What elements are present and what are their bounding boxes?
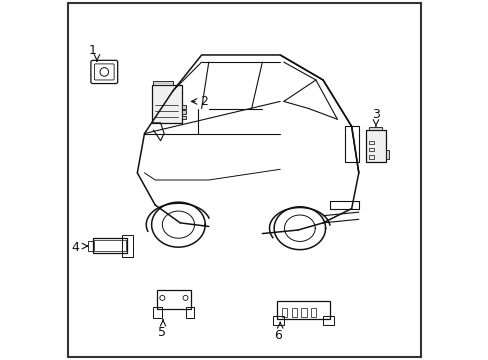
Bar (272, 316, 283, 325)
Bar (276, 301, 329, 319)
Text: 6: 6 (274, 329, 282, 342)
Text: 1: 1 (88, 44, 97, 57)
Bar (93, 238, 126, 253)
Bar (310, 308, 316, 317)
Bar (182, 116, 186, 119)
Bar (323, 316, 333, 325)
Bar (368, 155, 373, 158)
Bar (153, 81, 173, 85)
Bar (385, 150, 388, 158)
Bar (88, 242, 93, 251)
Bar (368, 141, 373, 144)
Bar (365, 130, 385, 162)
Bar (153, 307, 162, 318)
Bar (157, 290, 190, 309)
Bar (282, 308, 287, 317)
Text: 5: 5 (158, 326, 166, 339)
Text: 3: 3 (371, 108, 379, 121)
Bar (301, 308, 306, 317)
Bar (151, 85, 182, 123)
Bar (122, 235, 133, 257)
Bar (368, 127, 382, 130)
Bar (182, 105, 186, 109)
Bar (94, 240, 125, 251)
Text: 4: 4 (71, 241, 80, 255)
Bar (368, 148, 373, 152)
Bar (344, 126, 358, 162)
Text: 2: 2 (200, 95, 207, 108)
Bar (182, 111, 186, 114)
Bar (185, 307, 194, 318)
Bar (291, 308, 296, 317)
